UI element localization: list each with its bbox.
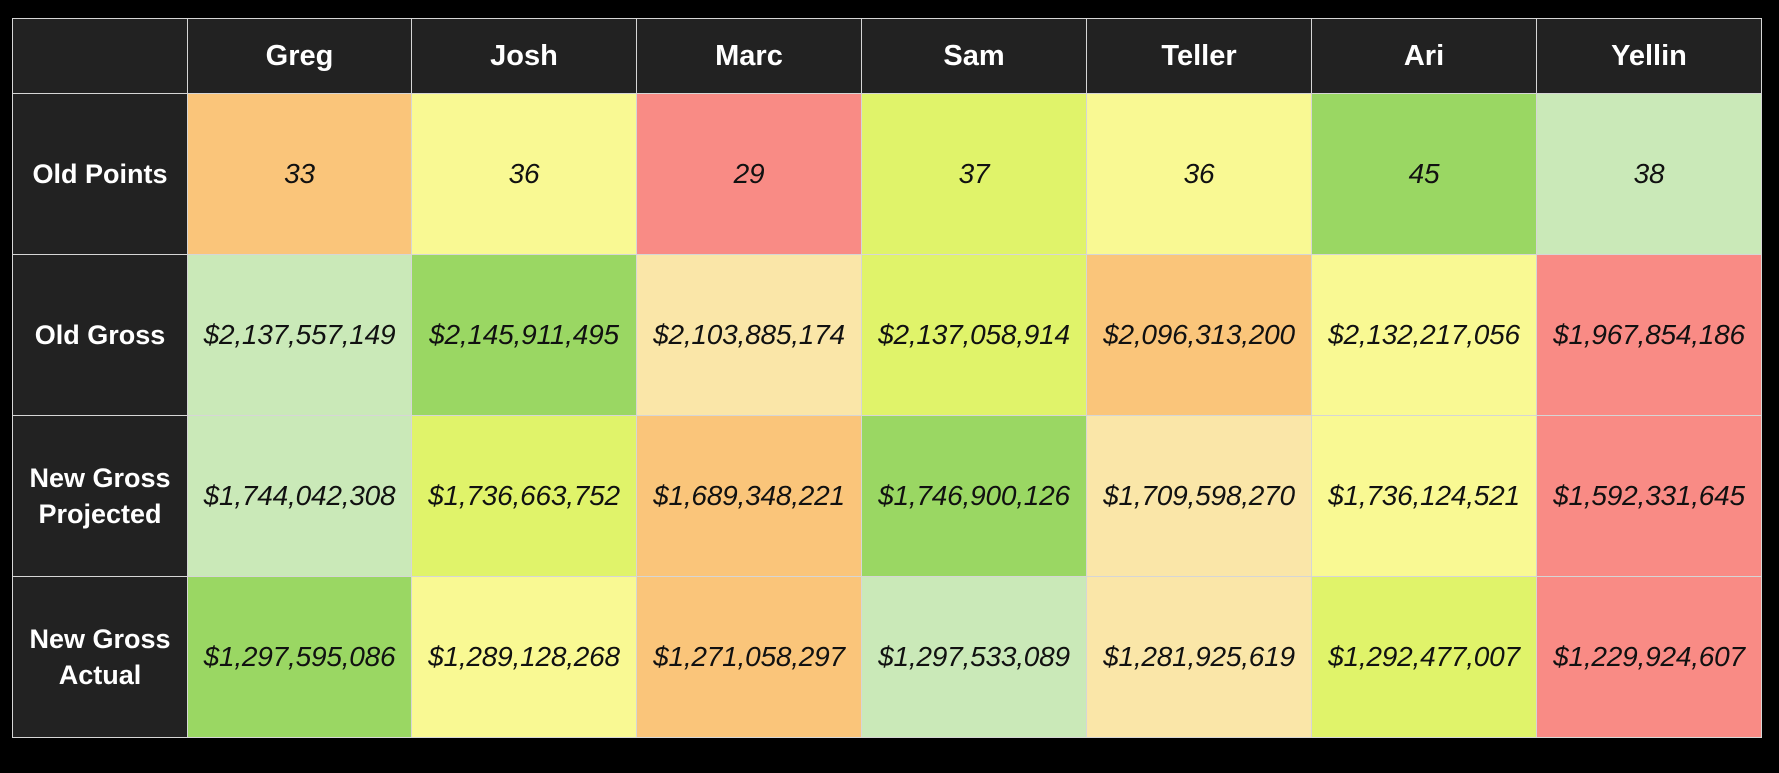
heatmap-cell: $2,137,557,149 xyxy=(187,254,412,416)
heatmap-cell: $2,103,885,174 xyxy=(636,254,862,416)
row-header-label: Old Gross xyxy=(34,320,166,350)
heatmap-cell: $1,736,124,521 xyxy=(1311,415,1537,577)
heatmap-cell: $1,271,058,297 xyxy=(636,576,862,738)
heatmap-cell: $1,297,595,086 xyxy=(187,576,412,738)
table-row: Old Gross $2,137,557,149 $2,145,911,495 $2,… xyxy=(12,254,1762,416)
heatmap-cell: $1,592,331,645 xyxy=(1536,415,1762,577)
heatmap-cell: 33 xyxy=(187,93,412,255)
column-header: Josh xyxy=(411,18,637,94)
column-header: Teller xyxy=(1086,18,1312,94)
table-row: New Gross Projected $1,744,042,308 $1,736,… xyxy=(12,415,1762,577)
heatmap-cell: $1,967,854,186 xyxy=(1536,254,1762,416)
column-header: Yellin xyxy=(1536,18,1762,94)
heatmap-cell: $1,289,128,268 xyxy=(411,576,637,738)
column-header: Ari xyxy=(1311,18,1537,94)
heatmap-cell: $1,689,348,221 xyxy=(636,415,862,577)
heatmap-cell: $2,137,058,914 xyxy=(861,254,1087,416)
heatmap-cell: $1,297,533,089 xyxy=(861,576,1087,738)
heatmap-cell: 45 xyxy=(1311,93,1537,255)
row-header: New Gross Actual xyxy=(12,576,188,738)
heatmap-cell: $1,736,663,752 xyxy=(411,415,637,577)
column-header: Sam xyxy=(861,18,1087,94)
heatmap-cell: $1,744,042,308 xyxy=(187,415,412,577)
heatmap-cell: 37 xyxy=(861,93,1087,255)
row-header: Old Gross xyxy=(12,254,188,416)
heatmap-cell: 38 xyxy=(1536,93,1762,255)
heatmap-cell: $1,281,925,619 xyxy=(1086,576,1312,738)
row-header-label: New Gross Projected xyxy=(29,463,171,529)
row-header: New Gross Projected xyxy=(12,415,188,577)
heatmap-cell: $1,746,900,126 xyxy=(861,415,1087,577)
heatmap-cell: 36 xyxy=(411,93,637,255)
row-header: Old Points xyxy=(12,93,188,255)
heatmap-cell: $1,709,598,270 xyxy=(1086,415,1312,577)
table-row: Old Points 33 36 29 37 36 45 38 xyxy=(12,93,1762,255)
heatmap-table: Greg Josh Marc Sam Teller Ari Yellin Old Point… xyxy=(12,18,1762,738)
heatmap-cell: $1,292,477,007 xyxy=(1311,576,1537,738)
heatmap-cell: 29 xyxy=(636,93,862,255)
table-row: New Gross Actual $1,297,595,086 $1,289,128… xyxy=(12,576,1762,738)
corner-cell xyxy=(12,18,188,94)
heatmap-cell: $2,096,313,200 xyxy=(1086,254,1312,416)
heatmap-cell: $2,132,217,056 xyxy=(1311,254,1537,416)
heatmap-cell: $1,229,924,607 xyxy=(1536,576,1762,738)
column-header: Marc xyxy=(636,18,862,94)
header-row: Greg Josh Marc Sam Teller Ari Yellin xyxy=(12,18,1762,94)
table-body: Old Points 33 36 29 37 36 45 38 Old Gross $2,137,… xyxy=(12,93,1762,738)
row-header-label: New Gross Actual xyxy=(29,624,171,690)
heatmap-cell: 36 xyxy=(1086,93,1312,255)
row-header-label: Old Points xyxy=(32,159,168,189)
column-header: Greg xyxy=(187,18,412,94)
heatmap-cell: $2,145,911,495 xyxy=(411,254,637,416)
